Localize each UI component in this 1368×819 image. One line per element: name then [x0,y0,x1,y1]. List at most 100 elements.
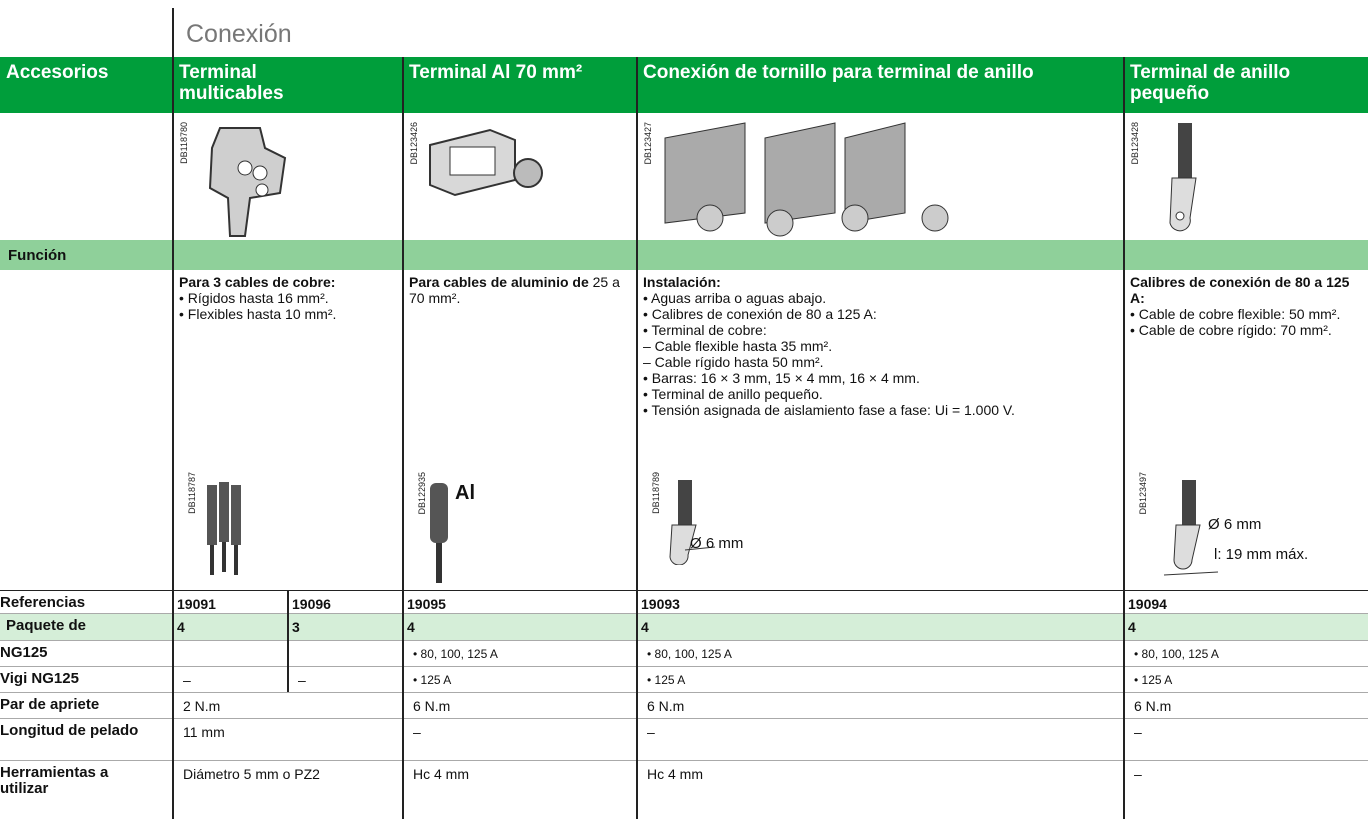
row-cell: • 80, 100, 125 A [1134,647,1219,661]
row-line [0,692,1368,693]
column-header: Terminal Al 70 mm² [409,62,583,83]
image-code: DB123426 [409,122,419,165]
row-cell: • 125 A [647,673,686,687]
row-cell: 6 N.m [647,698,685,714]
image-label: Al [455,482,475,504]
page-title: Conexión [186,20,292,48]
function-text: Instalación: • Aguas arriba o aguas abajo… [643,274,1120,418]
row-label: Paquete de [6,617,87,634]
function-heading: Instalación: [643,274,721,290]
divider [287,590,289,692]
row-cell: 19096 [292,596,331,612]
divider [636,57,638,819]
function-line: • Tensión asignada de aislamiento fase a… [643,402,1015,418]
row-line [0,640,1368,641]
row-cell: 6 N.m [413,698,451,714]
function-heading: Calibres de conexión de 80 a 125 A: [1130,274,1350,306]
image-code: DB123428 [1130,122,1140,165]
section-label: Función [8,247,67,264]
row-cell: 19093 [641,596,680,612]
row-line [0,613,1368,614]
function-heading: Para 3 cables de cobre: [179,274,336,290]
image-lug [669,480,716,565]
row-line [0,666,1368,667]
row-cell: • 80, 100, 125 A [647,647,732,661]
column-header: Terminal multicables [179,62,284,104]
row-cell: 4 [407,619,415,635]
function-line: • Calibres de conexión de 80 a 125 A: [643,306,877,322]
function-text: Para cables de aluminio de 25 a 70 mm². [409,274,633,306]
row-cell: – [1134,766,1142,782]
image-cables [207,482,241,575]
image-label: Ø 6 mm [690,535,744,552]
image-lug-small [1163,480,1219,576]
column-header: Terminal de anillo pequeño [1130,62,1291,104]
row-cell: – [183,672,191,688]
row-line [0,718,1368,719]
function-line: • Rígidos hasta 16 mm². [179,290,329,306]
divider [402,57,404,819]
image-label: Ø 6 mm [1208,516,1262,533]
image-code: DB122935 [417,472,427,515]
function-line: • Cable de cobre flexible: 50 mm². [1130,306,1341,322]
divider [172,8,174,819]
row-label: Vigi NG125 [0,670,79,687]
row-cell: • 125 A [413,673,452,687]
function-text: Calibres de conexión de 80 a 125 A: • Cab… [1130,274,1364,338]
image-al-terminal [429,128,543,197]
image-ring-terminal [1169,123,1197,232]
image-label: l: 19 mm máx. [1214,546,1309,563]
column-header: Conexión de tornillo para terminal de an… [643,62,1034,83]
row-label: Herramientas a utilizar [0,764,109,797]
function-line: – Cable flexible hasta 35 mm². [643,338,833,354]
image-screw-connection [664,122,949,237]
row-cell: 19095 [407,596,446,612]
row-line [0,590,1368,591]
row-cell: 11 mm [183,724,225,740]
row-cell: 4 [641,619,649,635]
row-label: Par de apriete [0,696,100,713]
row-cell: – [647,724,655,740]
function-line: • Barras: 16 × 3 mm, 15 × 4 mm, 16 × 4 m… [643,370,920,386]
column-header: Accesorios [6,62,109,83]
row-cell: • 80, 100, 125 A [413,647,498,661]
image-code: DB118780 [179,122,189,164]
function-line: • Aguas arriba o aguas abajo. [643,290,827,306]
row-cell: 4 [177,619,185,635]
row-label: Longitud de pelado [0,722,139,739]
function-text: Para 3 cables de cobre: • Rígidos hasta 1… [179,274,399,322]
row-cell: 19094 [1128,596,1167,612]
row-cell: Hc 4 mm [413,766,469,782]
row-band [0,613,1368,640]
image-code: DB123497 [1138,472,1148,515]
function-line: • Terminal de anillo pequeño. [643,386,823,402]
function-line: • Cable de cobre rígido: 70 mm². [1130,322,1332,338]
row-cell: 4 [1128,619,1136,635]
section-row [0,240,1368,270]
image-al-cable [430,483,448,583]
image-code: DB118789 [651,472,661,514]
function-heading: Para cables de aluminio de [409,274,589,290]
function-line: • Flexibles hasta 10 mm². [179,306,337,322]
row-cell: Hc 4 mm [647,766,703,782]
row-cell: 6 N.m [1134,698,1172,714]
row-cell: • 125 A [1134,673,1173,687]
row-cell: Diámetro 5 mm o PZ2 [183,766,320,782]
row-cell: – [298,672,306,688]
row-cell: 3 [292,619,300,635]
row-cell: 2 N.m [183,698,221,714]
image-code: DB123427 [643,122,653,165]
row-cell: – [1134,724,1142,740]
header-row [0,57,1368,113]
row-label: Referencias [0,594,86,611]
function-tail: 25 a 70 mm². [409,274,620,306]
image-code: DB118787 [187,472,197,514]
row-cell: 19091 [177,596,216,612]
row-label: NG125 [0,644,48,661]
function-line: • Terminal de cobre: [643,322,767,338]
function-line: – Cable rígido hasta 50 mm². [643,354,824,370]
divider [1123,57,1125,819]
row-cell: – [413,724,421,740]
image-multicable [208,127,287,237]
